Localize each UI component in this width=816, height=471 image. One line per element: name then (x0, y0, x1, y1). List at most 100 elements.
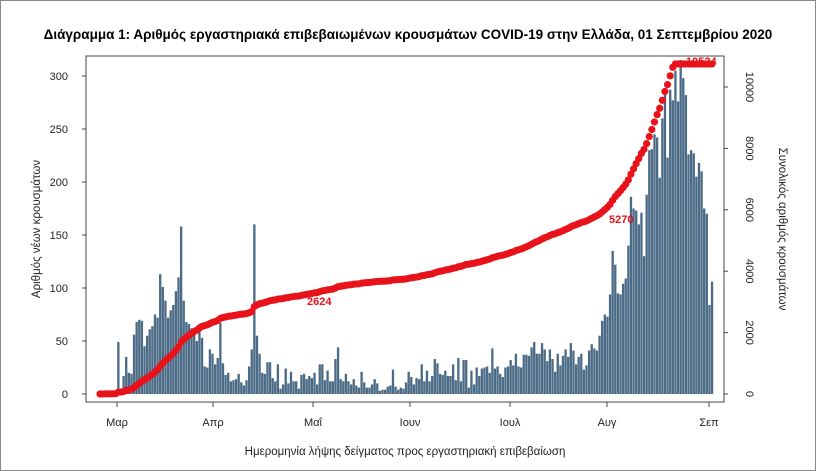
bar-day-11 (127, 372, 130, 394)
bar-day-29 (174, 291, 178, 394)
bar-day-48 (224, 374, 227, 394)
bar-series (98, 60, 714, 395)
y-right-tick-4: 8000 (743, 136, 755, 160)
bar-day-168 (538, 353, 541, 394)
bar-day-173 (551, 359, 554, 394)
bar-day-47 (221, 363, 225, 394)
bar-day-200 (621, 283, 625, 394)
bar-day-25 (164, 300, 167, 394)
bar-day-76 (297, 388, 300, 394)
bar-day-20 (151, 326, 154, 394)
bar-day-215 (661, 118, 664, 395)
bar-day-82 (313, 372, 316, 394)
bar-day-74 (292, 381, 295, 394)
annotation-final: 10524 (686, 56, 717, 68)
bar-day-60 (255, 335, 259, 394)
bar-day-30 (177, 277, 180, 394)
bar-day-41 (206, 367, 209, 394)
bar-day-234 (710, 281, 714, 394)
bar-day-102 (365, 387, 368, 394)
bar-day-162 (522, 354, 525, 394)
bar-day-51 (232, 380, 235, 394)
bar-day-134 (449, 375, 452, 394)
bar-day-88 (329, 381, 332, 394)
bar-day-158 (512, 365, 515, 394)
bar-day-103 (368, 387, 371, 394)
bar-day-141 (467, 387, 470, 394)
x-tick-5: Αυγ (598, 417, 617, 429)
bar-day-144 (475, 367, 478, 394)
bar-day-137 (457, 357, 460, 394)
bar-day-121 (415, 378, 418, 394)
bar-day-228 (695, 176, 698, 394)
bar-day-37 (195, 341, 198, 394)
y-axis-right-label: Συνολικός αριθμός κρουσμάτων (776, 148, 788, 311)
y-right-tick-5: 10000 (743, 72, 755, 103)
bar-day-87 (326, 370, 329, 394)
bar-day-104 (370, 384, 374, 394)
bar-day-110 (386, 386, 389, 394)
bar-day-160 (517, 366, 520, 394)
bar-day-79 (305, 379, 308, 394)
bar-day-10 (125, 356, 128, 394)
bar-day-89 (331, 381, 334, 394)
bar-day-100 (360, 371, 363, 394)
bar-day-130 (438, 373, 442, 394)
bar-day-131 (441, 374, 444, 394)
bar-day-107 (378, 390, 382, 394)
bar-day-233 (708, 304, 711, 394)
bar-day-221 (676, 101, 680, 394)
bar-day-199 (619, 294, 622, 394)
bar-day-101 (363, 382, 366, 394)
plot-area (85, 55, 725, 403)
bar-day-114 (397, 389, 400, 394)
cumulative-point-217 (663, 81, 672, 89)
bar-day-217 (666, 157, 669, 394)
y-left-tick-5: 250 (50, 124, 68, 136)
bar-day-164 (527, 355, 531, 394)
bar-day-190 (595, 350, 599, 394)
bar-day-226 (689, 150, 693, 394)
bar-day-14 (135, 321, 138, 394)
bar-day-122 (417, 379, 421, 394)
bar-day-24 (161, 286, 164, 394)
bar-day-193 (603, 314, 606, 394)
bar-day-84 (318, 364, 321, 394)
bar-day-105 (373, 379, 376, 394)
bar-day-206 (637, 224, 640, 394)
cumulative-point-218 (666, 72, 674, 80)
bar-day-176 (559, 365, 562, 394)
bar-day-13 (132, 334, 136, 394)
bar-day-187 (587, 350, 591, 394)
bar-day-57 (247, 366, 251, 394)
y-left-tick-6: 300 (50, 71, 68, 83)
bar-day-78 (302, 373, 306, 394)
bar-day-73 (289, 371, 293, 394)
bar-day-186 (585, 365, 588, 394)
bar-day-197 (614, 264, 617, 394)
bar-day-150 (491, 348, 494, 394)
bar-day-151 (493, 368, 497, 394)
bar-day-31 (179, 226, 183, 394)
bar-day-109 (383, 389, 387, 394)
bar-day-211 (650, 149, 654, 394)
y-left-tick-2: 100 (50, 283, 68, 295)
bar-day-39 (200, 337, 204, 394)
bar-day-142 (470, 370, 473, 394)
bar-day-152 (496, 366, 499, 394)
bar-day-53 (237, 373, 240, 394)
bar-day-149 (488, 372, 491, 394)
bar-day-133 (446, 375, 450, 394)
bar-day-75 (295, 381, 298, 394)
bar-day-38 (198, 324, 201, 394)
bar-day-129 (436, 363, 439, 394)
bar-day-147 (483, 367, 486, 394)
bar-day-208 (642, 256, 646, 394)
bar-day-210 (648, 150, 651, 394)
bar-day-58 (250, 349, 253, 394)
bar-day-127 (431, 375, 434, 394)
x-tick-3: Ιουν (400, 417, 421, 429)
bar-day-207 (640, 212, 643, 394)
bar-day-201 (624, 278, 627, 394)
bar-day-9 (122, 375, 125, 394)
